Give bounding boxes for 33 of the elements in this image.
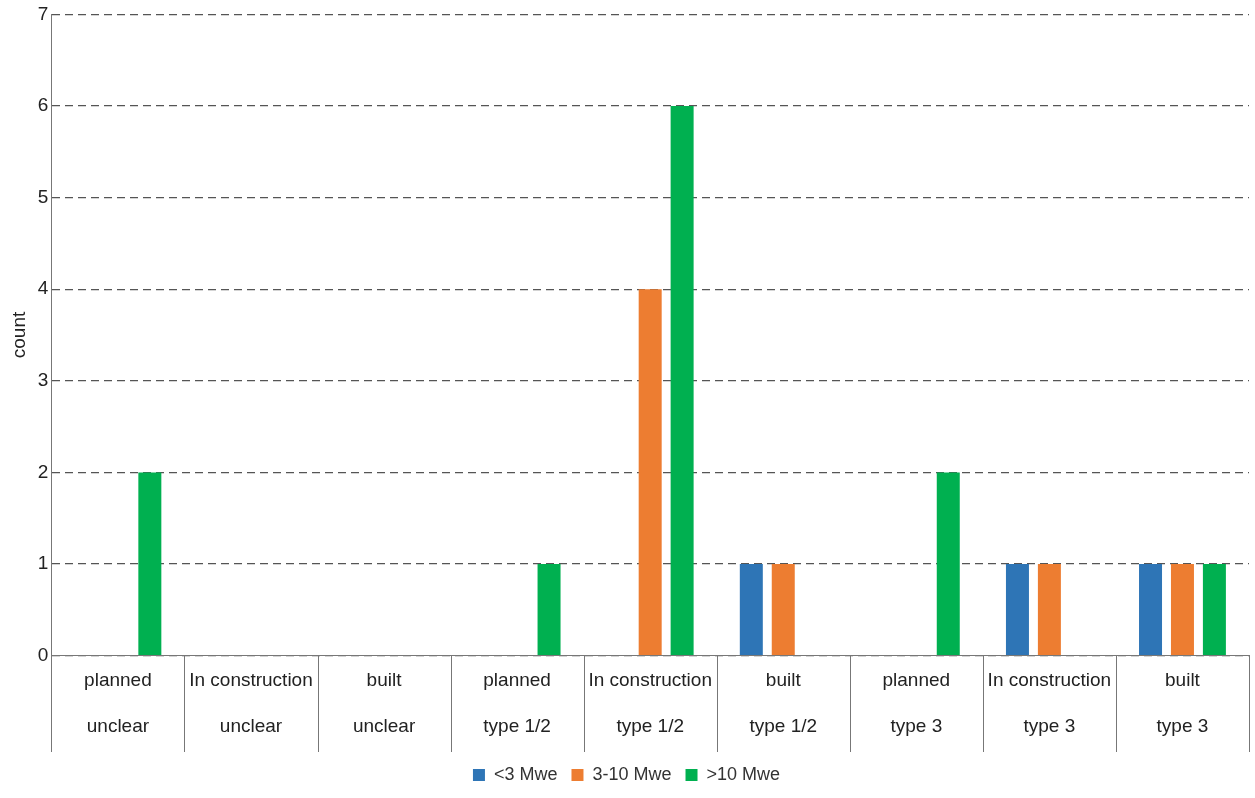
bar <box>1037 564 1061 655</box>
category-label: built type 3 <box>1156 669 1209 736</box>
bar <box>1005 564 1029 655</box>
bar <box>1202 564 1226 655</box>
legend-label: >10 Mwe <box>706 763 781 784</box>
bar <box>537 564 561 655</box>
bar <box>1139 564 1163 655</box>
y-tick-label: 1 <box>37 552 49 574</box>
category-label: built unclear <box>352 669 416 736</box>
bar <box>670 106 694 655</box>
category-label: built type 1/2 <box>749 669 818 736</box>
category-label: In construction type 3 <box>987 669 1112 736</box>
y-tick-label: 3 <box>37 369 49 391</box>
bar <box>138 472 162 655</box>
bar <box>936 472 960 655</box>
category-label: planned type 3 <box>882 669 951 736</box>
category-label: In construction type 1/2 <box>588 669 712 736</box>
y-tick-label: 5 <box>37 185 49 207</box>
y-axis-title: count <box>7 311 29 359</box>
bar <box>638 289 662 655</box>
bar <box>1170 564 1194 655</box>
bar <box>771 564 795 655</box>
y-tick-label: 2 <box>37 460 49 482</box>
bar <box>739 564 763 655</box>
y-tick-label: 7 <box>37 2 49 24</box>
y-tick-label: 0 <box>37 643 49 665</box>
category-label: In construction unclear <box>189 669 313 736</box>
category-label: planned type 1/2 <box>483 669 551 736</box>
category-label: planned unclear <box>84 669 152 736</box>
legend-label: <3 Mwe <box>493 763 558 784</box>
y-tick-label: 4 <box>37 277 49 299</box>
legend-label: 3-10 Mwe <box>592 763 672 784</box>
y-tick-label: 6 <box>37 94 49 116</box>
